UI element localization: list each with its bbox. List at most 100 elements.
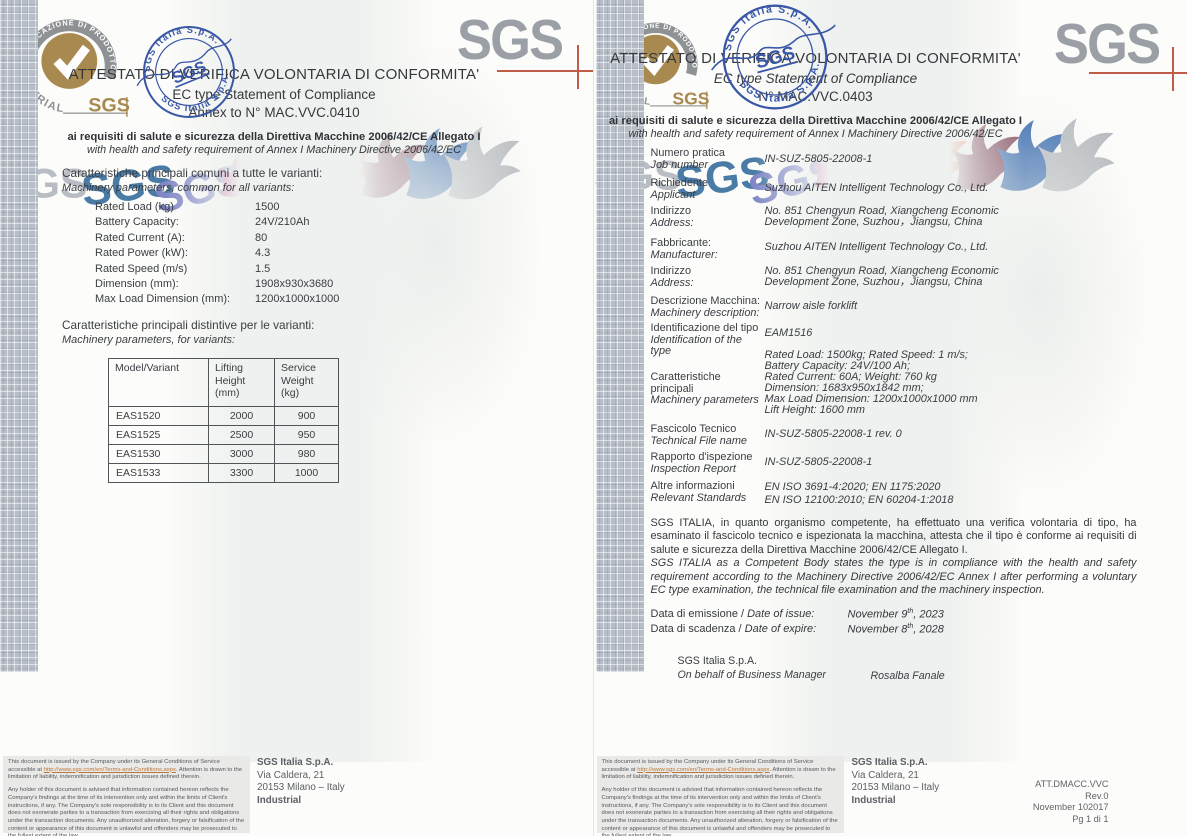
cell-model: EAS1533: [108, 462, 209, 483]
field-label-it: Richiedente: [650, 177, 709, 189]
signature-scribble: [136, 38, 233, 87]
crop-mark-horizontal: [497, 70, 593, 72]
field-value: No. 851 Chengyun Road, Xiangcheng Econom…: [764, 265, 999, 288]
issuer-city: 20153 Milano – Italy: [257, 782, 345, 794]
statement-en: SGS ITALIA as a Competent Body states th…: [650, 557, 1137, 597]
field-label-en: Technical File name: [650, 434, 747, 447]
date-of-issue-row: Data di emissione / Date of issue: Novem…: [651, 608, 944, 621]
terms-link[interactable]: http://www.sgs.com/en/Terms-and-Conditio…: [637, 766, 770, 773]
badge-sgs-text: SGS: [672, 88, 709, 108]
field-value: IN-SUZ-5805-22008-1: [764, 456, 873, 468]
common-parameters-list: Rated Load (kg) 1500 Battery Capacity: 24V…: [95, 201, 339, 309]
heading-en: Machinery parameters, common for all var…: [62, 182, 295, 194]
legal-paragraph-2: Any holder of this document is advised t…: [8, 787, 245, 836]
issuer-city: 20153 Milano – Italy: [851, 782, 940, 794]
param-label: Battery Capacity:: [95, 216, 179, 229]
cell-weight: 950: [274, 424, 339, 445]
field-row-manufacturer-address: Indirizzo Address: No. 851 Chengyun Road,…: [650, 265, 1156, 289]
field-label-it: Descrizione Macchina:: [650, 295, 761, 307]
param-label: Rated Speed (m/s): [95, 262, 188, 275]
legal-paragraph-1: This document is issued by the Company u…: [8, 759, 245, 782]
legal-paragraph-1: This document is issued by the Company u…: [602, 759, 839, 782]
heading-en: Machinery parameters, for variants:: [62, 334, 236, 346]
legal-disclaimer: This document is issued by the Company u…: [596, 756, 844, 836]
field-label-en: Applicant: [650, 188, 696, 201]
issuer-address-block: SGS Italia S.p.A. Via Caldera, 21 20153 …: [852, 757, 940, 807]
heading-it: Caratteristiche principali comuni a tutt…: [62, 166, 323, 180]
date-of-expire-row: Data di scadenza / Date of expire: Novem…: [651, 623, 944, 636]
field-label-en: Relevant Standards: [650, 491, 747, 504]
round-stamp: SGS Italia S.p.A. SGS Italia S.p.A. SGS: [710, 0, 836, 115]
field-label-en: Manufacturer:: [650, 248, 718, 261]
field-row-machinery-description: Descrizione Macchina: Machinery descripti…: [650, 295, 1156, 319]
param-row: Battery Capacity: 24V/210Ah: [95, 216, 339, 231]
field-value: EAM1516: [764, 327, 813, 339]
cell-lifting: 3000: [208, 443, 275, 464]
field-label-it: Indirizzo: [650, 265, 692, 277]
legal-paragraph-2: Any holder of this document is advised t…: [601, 787, 838, 836]
statement-it: SGS ITALIA, in quanto organismo competen…: [650, 517, 1137, 556]
issuer-company: SGS Italia S.p.A.: [851, 757, 928, 768]
directive-line-it: ai requisiti di salute e sicurezza della…: [67, 131, 481, 143]
param-label: Max Load Dimension (mm):: [95, 293, 231, 306]
field-value: IN-SUZ-5805-22008-1: [764, 153, 873, 165]
compliance-statement: SGS ITALIA, in quanto organismo competen…: [651, 517, 1137, 597]
date-label-en: Date of expire:: [744, 623, 817, 635]
param-value: 80: [255, 231, 268, 244]
cell-weight: 900: [274, 405, 339, 426]
directive-line-it: ai requisiti di salute e sicurezza della…: [608, 115, 1023, 127]
issuer-division: Industrial: [257, 794, 302, 806]
issuer-street: Via Caldera, 21: [257, 769, 325, 781]
field-label-it: Fascicolo Tecnico: [650, 423, 737, 435]
issuer-division: Industrial: [851, 794, 896, 806]
field-row-technical-file: Fascicolo Tecnico Technical File name IN-…: [650, 423, 1156, 447]
check-icon: [53, 44, 90, 80]
page-subtitle: EC type Statement of Compliance: [172, 87, 376, 102]
param-label: Rated Power (kW):: [95, 247, 188, 260]
cell-lifting: 2000: [208, 405, 275, 426]
col-header-model: Model/Variant: [108, 358, 209, 407]
param-value: 1908x930x3680: [255, 277, 334, 290]
document-reference-block: ATT.DMACC.VVC Rev.0 November 102017 Pg 1…: [974, 779, 1109, 825]
check-icon: [640, 45, 674, 77]
cell-model: EAS1525: [108, 424, 209, 445]
signature-scribble: [710, 24, 836, 71]
section-heading-common: Caratteristiche principali comuni a tutt…: [62, 166, 322, 194]
param-row: Rated Power (kW): 4.3: [95, 247, 339, 262]
issuer-address-block: SGS Italia S.p.A. Via Caldera, 21 20153 …: [257, 757, 345, 807]
param-row: Rated Load (kg) 1500: [95, 201, 339, 216]
field-label-en: Address:: [650, 276, 694, 289]
param-label: Rated Current (A):: [95, 231, 185, 244]
signatory-role: On behalf of Business Manager: [677, 669, 826, 681]
field-label-en: Inspection Report: [650, 462, 736, 475]
directive-line-en: with health and safety requirement of An…: [628, 128, 1003, 140]
param-label: Rated Load (kg): [95, 201, 174, 213]
signatory-company: SGS Italia S.p.A.: [677, 655, 758, 667]
table-header-row: Model/Variant Lifting Height (mm) Servic…: [108, 358, 339, 407]
param-value: 4.3: [255, 247, 271, 260]
page-title: ATTESTATO DI VERIFICA VOLONTARIA DI CONF…: [610, 50, 1021, 67]
legal-text: . Attention is drawn to the limitation o…: [601, 766, 836, 781]
docref-code: ATT.DMACC.VVC: [1035, 779, 1109, 789]
legal-text: This document is issued by the Company u…: [601, 759, 814, 773]
field-row-type-identification: Identificazione del tipo Identification o…: [651, 322, 1156, 358]
param-value: 1.5: [255, 262, 271, 275]
crop-mark-vertical: [577, 45, 579, 89]
security-border-pattern: [0, 0, 38, 672]
page-title: ATTESTATO DI VERIFICA VOLONTARIA DI CONF…: [68, 66, 480, 83]
param-row: Dimension (mm): 1908x930x3680: [95, 278, 339, 293]
legal-text: This document is issued by the Company u…: [8, 759, 220, 773]
date-label-en: Date of issue:: [747, 608, 815, 620]
title-block: ATTESTATO DI VERIFICA VOLONTARIA DI CONF…: [606, 50, 1026, 140]
terms-link[interactable]: http://www.sgs.com/en/Terms-and-Conditio…: [43, 766, 176, 773]
band-sgs-blue: SGS: [79, 156, 178, 216]
param-value: 24V/210Ah: [255, 216, 310, 229]
heading-it: Caratteristiche principali distintive pe…: [62, 318, 315, 332]
field-label-it: Indirizzo: [650, 205, 692, 217]
field-label-it: Fabbricante:: [650, 237, 712, 249]
expire-date-value: November 8th, 2028: [847, 623, 944, 636]
field-value: Suzhou AITEN Intelligent Technology Co.,…: [764, 241, 989, 253]
param-row: Rated Current (A): 80: [95, 232, 339, 247]
variants-table: Model/Variant Lifting Height (mm) Servic…: [108, 358, 339, 483]
signer-name: Rosalba Fanale: [870, 670, 945, 682]
